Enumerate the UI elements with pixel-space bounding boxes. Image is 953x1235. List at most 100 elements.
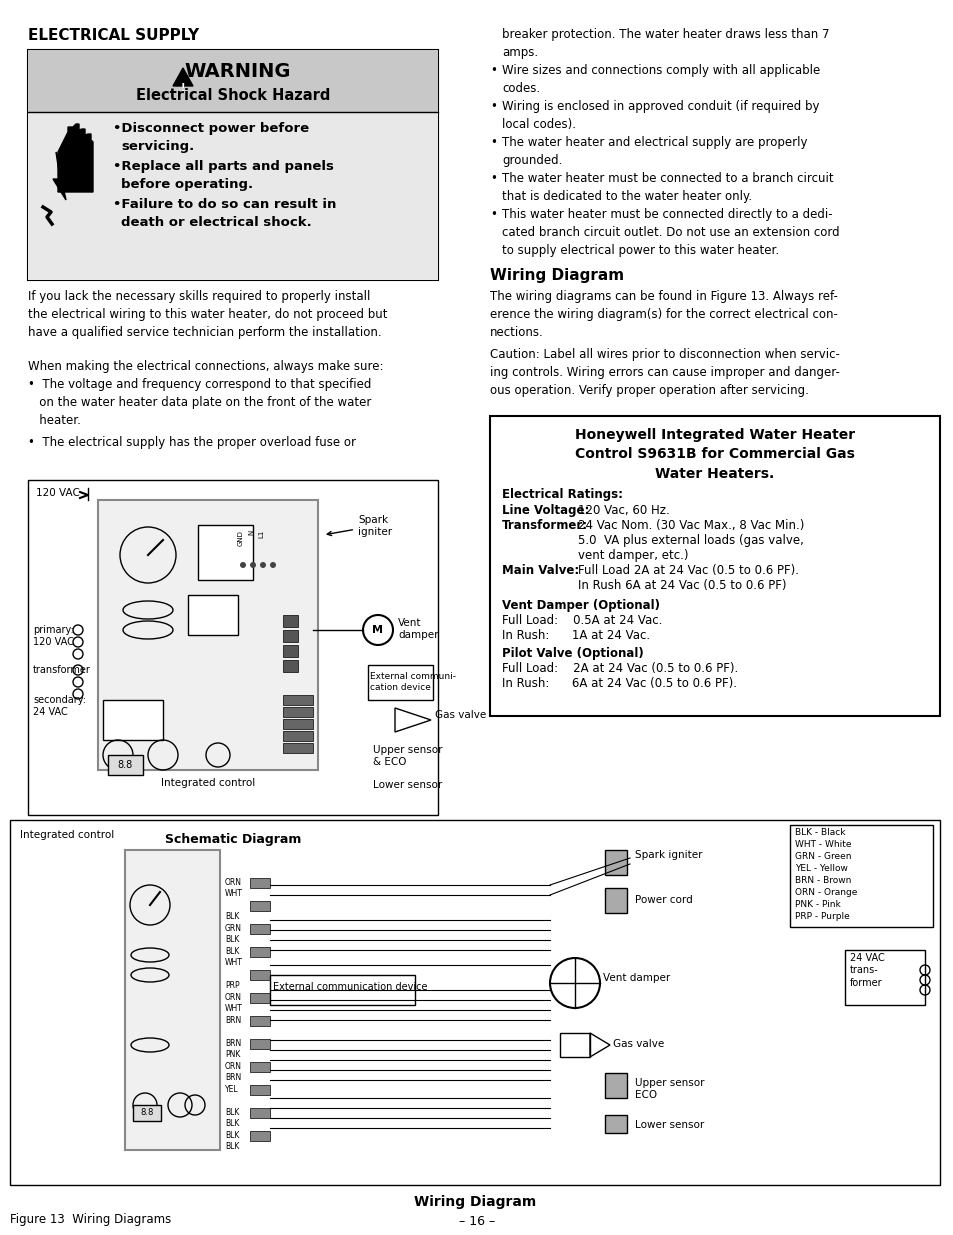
Bar: [283, 645, 297, 657]
Bar: [250, 969, 270, 981]
Text: •  The electrical supply has the proper overload fuse or: • The electrical supply has the proper o…: [28, 436, 355, 450]
Text: PRP: PRP: [225, 982, 239, 990]
Bar: [250, 993, 270, 1003]
Text: WHT - White: WHT - White: [794, 840, 851, 848]
Bar: [108, 755, 143, 776]
Text: transformer: transformer: [33, 664, 91, 676]
Text: Electrical Ratings:: Electrical Ratings:: [501, 488, 622, 501]
Bar: [283, 731, 313, 741]
Text: Honeywell Integrated Water Heater
Control S9631B for Commercial Gas
Water Heater: Honeywell Integrated Water Heater Contro…: [575, 429, 854, 480]
Text: •: •: [490, 207, 497, 221]
Text: WHT: WHT: [225, 958, 243, 967]
Bar: [844, 950, 924, 1005]
Text: This water heater must be connected directly to a dedi-
cated branch circuit out: This water heater must be connected dire…: [501, 207, 839, 257]
Text: breaker protection. The water heater draws less than 7
amps.: breaker protection. The water heater dra…: [501, 28, 828, 59]
Bar: [559, 1032, 589, 1057]
Bar: [28, 112, 437, 280]
Text: Full Load:    2A at 24 Vac (0.5 to 0.6 PF).: Full Load: 2A at 24 Vac (0.5 to 0.6 PF).: [501, 662, 738, 676]
Text: External communi-
cation device: External communi- cation device: [370, 672, 456, 692]
Text: Wiring Diagram: Wiring Diagram: [490, 268, 623, 283]
Text: •: •: [490, 172, 497, 185]
Text: ORN: ORN: [225, 878, 242, 887]
Text: N: N: [248, 530, 253, 535]
Text: WHT: WHT: [225, 1004, 243, 1014]
Text: Vent
damper: Vent damper: [397, 618, 438, 641]
Text: Full Load:    0.5A at 24 Vac.: Full Load: 0.5A at 24 Vac.: [501, 614, 661, 627]
Text: GRN: GRN: [225, 924, 242, 932]
Bar: [490, 416, 939, 716]
Text: 120 Vac, 60 Hz.: 120 Vac, 60 Hz.: [578, 504, 669, 517]
Bar: [198, 525, 253, 580]
Text: •Failure to do so can result in: •Failure to do so can result in: [112, 198, 336, 211]
Text: •Replace all parts and panels: •Replace all parts and panels: [112, 159, 334, 173]
Text: •  The voltage and frequency correspond to that specified
   on the water heater: • The voltage and frequency correspond t…: [28, 378, 371, 427]
Text: The water heater must be connected to a branch circuit
that is dedicated to the : The water heater must be connected to a …: [501, 172, 833, 203]
Text: Pilot Valve (Optional): Pilot Valve (Optional): [501, 647, 643, 659]
Text: PRP - Purple: PRP - Purple: [794, 911, 849, 921]
Bar: [250, 1086, 270, 1095]
Text: BRN: BRN: [225, 1073, 241, 1083]
Text: BLK: BLK: [225, 1119, 239, 1129]
Text: vent damper, etc.): vent damper, etc.): [578, 550, 688, 562]
Circle shape: [270, 562, 275, 568]
Circle shape: [250, 562, 255, 568]
Text: ORN: ORN: [225, 993, 242, 1002]
Text: ELECTRICAL SUPPLY: ELECTRICAL SUPPLY: [28, 28, 199, 43]
Bar: [250, 1108, 270, 1118]
Text: •: •: [490, 100, 497, 112]
Text: Lower sensor: Lower sensor: [635, 1120, 703, 1130]
Bar: [250, 878, 270, 888]
Circle shape: [240, 562, 246, 568]
Text: BRN - Brown: BRN - Brown: [794, 876, 850, 885]
Text: •: •: [490, 136, 497, 149]
Bar: [250, 1062, 270, 1072]
Bar: [103, 700, 163, 740]
Text: BLK: BLK: [225, 947, 239, 956]
Text: Transformer:: Transformer:: [501, 519, 587, 532]
Text: BLK: BLK: [225, 1131, 239, 1140]
Text: In Rush:      1A at 24 Vac.: In Rush: 1A at 24 Vac.: [501, 629, 649, 642]
Text: WARNING: WARNING: [185, 62, 291, 82]
Bar: [283, 719, 313, 729]
Text: primary:
120 VAC: primary: 120 VAC: [33, 625, 73, 647]
Bar: [604, 888, 626, 913]
Text: BLK: BLK: [225, 1142, 239, 1151]
Text: Electrical Shock Hazard: Electrical Shock Hazard: [135, 88, 330, 103]
Text: Line Voltage:: Line Voltage:: [501, 504, 589, 517]
Text: Gas valve: Gas valve: [435, 710, 486, 720]
Bar: [125, 850, 220, 1150]
Circle shape: [260, 562, 266, 568]
Text: BLK: BLK: [225, 1108, 239, 1116]
Text: BLK: BLK: [225, 935, 239, 945]
Text: L1: L1: [257, 530, 264, 538]
Bar: [98, 500, 317, 769]
Text: Vent damper: Vent damper: [602, 973, 670, 983]
Bar: [270, 974, 415, 1005]
Polygon shape: [172, 68, 193, 86]
Text: 8.8: 8.8: [140, 1109, 153, 1118]
Text: ORN: ORN: [225, 1062, 242, 1071]
Text: PNK: PNK: [225, 1051, 240, 1060]
Bar: [368, 664, 433, 700]
Bar: [250, 1131, 270, 1141]
Text: servicing.: servicing.: [121, 140, 194, 153]
Bar: [604, 1073, 626, 1098]
Text: External communication device: External communication device: [273, 982, 427, 992]
Bar: [283, 615, 297, 627]
Polygon shape: [58, 124, 92, 191]
Text: •Disconnect power before: •Disconnect power before: [112, 122, 309, 135]
Text: The wiring diagrams can be found in Figure 13. Always ref-
erence the wiring dia: The wiring diagrams can be found in Figu…: [490, 290, 837, 338]
Text: When making the electrical connections, always make sure:: When making the electrical connections, …: [28, 359, 383, 373]
Text: WHT: WHT: [225, 889, 243, 899]
Text: GRN - Green: GRN - Green: [794, 852, 851, 861]
Bar: [604, 850, 626, 876]
Text: before operating.: before operating.: [121, 178, 253, 190]
Bar: [250, 1039, 270, 1049]
Text: Gas valve: Gas valve: [613, 1039, 663, 1049]
Polygon shape: [53, 152, 68, 200]
Text: BLK: BLK: [225, 913, 239, 921]
Text: Full Load 2A at 24 Vac (0.5 to 0.6 PF).: Full Load 2A at 24 Vac (0.5 to 0.6 PF).: [578, 564, 799, 577]
Text: Wiring Diagram: Wiring Diagram: [414, 1195, 536, 1209]
Text: In Rush:      6A at 24 Vac (0.5 to 0.6 PF).: In Rush: 6A at 24 Vac (0.5 to 0.6 PF).: [501, 677, 737, 690]
Text: – 16 –: – 16 –: [458, 1215, 495, 1228]
